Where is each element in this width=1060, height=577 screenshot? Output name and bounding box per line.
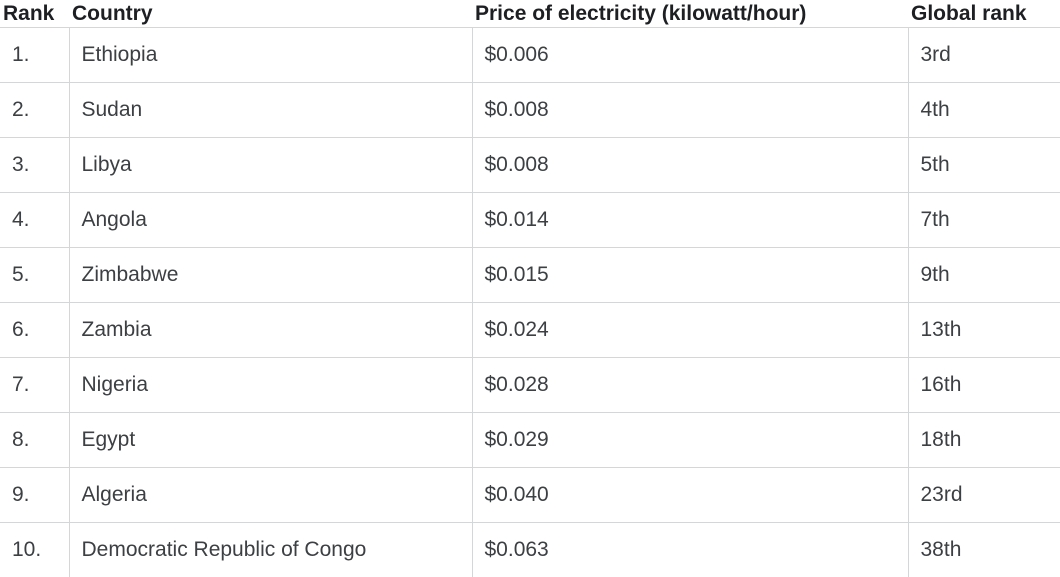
global-rank-cell: 4th xyxy=(908,83,1060,138)
country-cell: Angola xyxy=(69,193,472,248)
global-rank-cell: 7th xyxy=(908,193,1060,248)
rank-cell: 5. xyxy=(0,248,69,303)
column-header-global-rank: Global rank xyxy=(908,0,1060,28)
global-rank-cell: 3rd xyxy=(908,28,1060,83)
country-cell: Zambia xyxy=(69,303,472,358)
price-cell: $0.008 xyxy=(472,83,908,138)
table-header-row: Rank Country Price of electricity (kilow… xyxy=(0,0,1060,28)
rank-cell: 4. xyxy=(0,193,69,248)
column-header-price: Price of electricity (kilowatt/hour) xyxy=(472,0,908,28)
rank-cell: 1. xyxy=(0,28,69,83)
country-cell: Egypt xyxy=(69,413,472,468)
global-rank-cell: 5th xyxy=(908,138,1060,193)
rank-cell: 10. xyxy=(0,523,69,577)
country-cell: Nigeria xyxy=(69,358,472,413)
country-cell: Ethiopia xyxy=(69,28,472,83)
price-cell: $0.029 xyxy=(472,413,908,468)
rank-cell: 2. xyxy=(0,83,69,138)
rank-cell: 8. xyxy=(0,413,69,468)
country-cell: Zimbabwe xyxy=(69,248,472,303)
global-rank-cell: 18th xyxy=(908,413,1060,468)
rank-cell: 9. xyxy=(0,468,69,523)
price-cell: $0.024 xyxy=(472,303,908,358)
price-cell: $0.008 xyxy=(472,138,908,193)
column-header-country: Country xyxy=(69,0,472,28)
price-cell: $0.028 xyxy=(472,358,908,413)
global-rank-cell: 38th xyxy=(908,523,1060,577)
price-cell: $0.014 xyxy=(472,193,908,248)
table-header: Rank Country Price of electricity (kilow… xyxy=(0,0,1060,28)
country-cell: Sudan xyxy=(69,83,472,138)
country-cell: Libya xyxy=(69,138,472,193)
global-rank-cell: 16th xyxy=(908,358,1060,413)
price-cell: $0.040 xyxy=(472,468,908,523)
global-rank-cell: 23rd xyxy=(908,468,1060,523)
price-cell: $0.015 xyxy=(472,248,908,303)
country-cell: Algeria xyxy=(69,468,472,523)
rank-cell: 6. xyxy=(0,303,69,358)
country-cell: Democratic Republic of Congo xyxy=(69,523,472,577)
column-header-rank: Rank xyxy=(0,0,69,28)
price-cell: $0.063 xyxy=(472,523,908,577)
global-rank-cell: 9th xyxy=(908,248,1060,303)
rank-cell: 3. xyxy=(0,138,69,193)
price-cell: $0.006 xyxy=(472,28,908,83)
rank-cell: 7. xyxy=(0,358,69,413)
global-rank-cell: 13th xyxy=(908,303,1060,358)
